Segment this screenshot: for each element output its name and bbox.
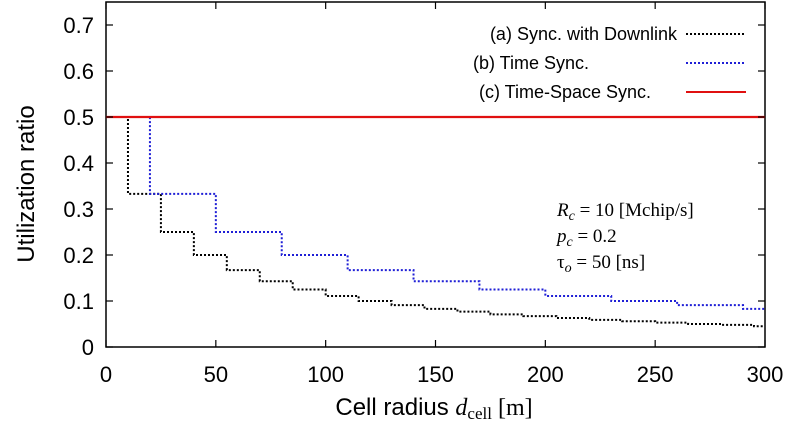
param-rc-var: R bbox=[556, 200, 569, 221]
param-pc-var: p bbox=[555, 226, 567, 247]
param-tau-sub: o bbox=[565, 261, 572, 276]
x-axis-label-main: Cell radius bbox=[335, 394, 455, 421]
param-tau: τo = 50 [ns] bbox=[557, 252, 645, 276]
param-rc: Rc = 10 [Mchip/s] bbox=[556, 200, 694, 224]
x-axis-label-var: d bbox=[455, 395, 468, 421]
param-pc: pc = 0.2 bbox=[555, 226, 617, 250]
y-axis-label: Utilization ratio bbox=[13, 105, 40, 262]
y-tick-label: 0.1 bbox=[63, 289, 94, 314]
param-pc-text: = 0.2 bbox=[573, 226, 617, 247]
y-ticks: 0 0.1 0.2 0.3 0.4 0.5 0.6 0.7 bbox=[63, 13, 765, 360]
y-tick-label: 0.5 bbox=[63, 105, 94, 130]
series-line-sync-downlink bbox=[106, 116, 765, 328]
y-tick-label: 0.7 bbox=[63, 13, 94, 38]
legend-label-c: (c) Time-Space Sync. bbox=[479, 82, 651, 102]
legend-label-a: (a) Sync. with Downlink bbox=[490, 24, 678, 44]
legend: (a) Sync. with Downlink (b) Time Sync. (… bbox=[473, 24, 746, 102]
x-tick-label: 250 bbox=[637, 362, 674, 387]
x-tick-label: 150 bbox=[417, 362, 454, 387]
parameter-annotations: Rc = 10 [Mchip/s] pc = 0.2 τo = 50 [ns] bbox=[555, 200, 694, 276]
param-tau-text: = 50 [ns] bbox=[572, 252, 646, 273]
param-rc-text: = 10 [Mchip/s] bbox=[575, 200, 694, 221]
x-ticks: 0 50 100 150 200 250 300 bbox=[100, 2, 783, 387]
y-tick-label: 0.6 bbox=[63, 59, 94, 84]
x-tick-label: 300 bbox=[747, 362, 784, 387]
x-tick-label: 0 bbox=[100, 362, 112, 387]
x-axis-label-sub: cell bbox=[467, 404, 492, 422]
x-tick-label: 200 bbox=[527, 362, 564, 387]
x-axis-label: Cell radius dcell [m] bbox=[335, 394, 532, 422]
series-line-time-sync bbox=[106, 116, 765, 310]
plot-area bbox=[105, 1, 766, 348]
y-tick-label: 0 bbox=[82, 335, 94, 360]
x-tick-label: 100 bbox=[307, 362, 344, 387]
y-tick-label: 0.3 bbox=[63, 197, 94, 222]
y-tick-label: 0.4 bbox=[63, 151, 94, 176]
y-tick-label: 0.2 bbox=[63, 243, 94, 268]
param-pc-sub: c bbox=[567, 235, 574, 250]
param-tau-var: τ bbox=[557, 252, 565, 273]
x-tick-label: 50 bbox=[204, 362, 228, 387]
x-axis-label-unit: [m] bbox=[492, 395, 533, 421]
legend-label-b: (b) Time Sync. bbox=[473, 53, 589, 73]
param-rc-sub: c bbox=[569, 209, 576, 224]
series-layer bbox=[106, 115, 765, 328]
